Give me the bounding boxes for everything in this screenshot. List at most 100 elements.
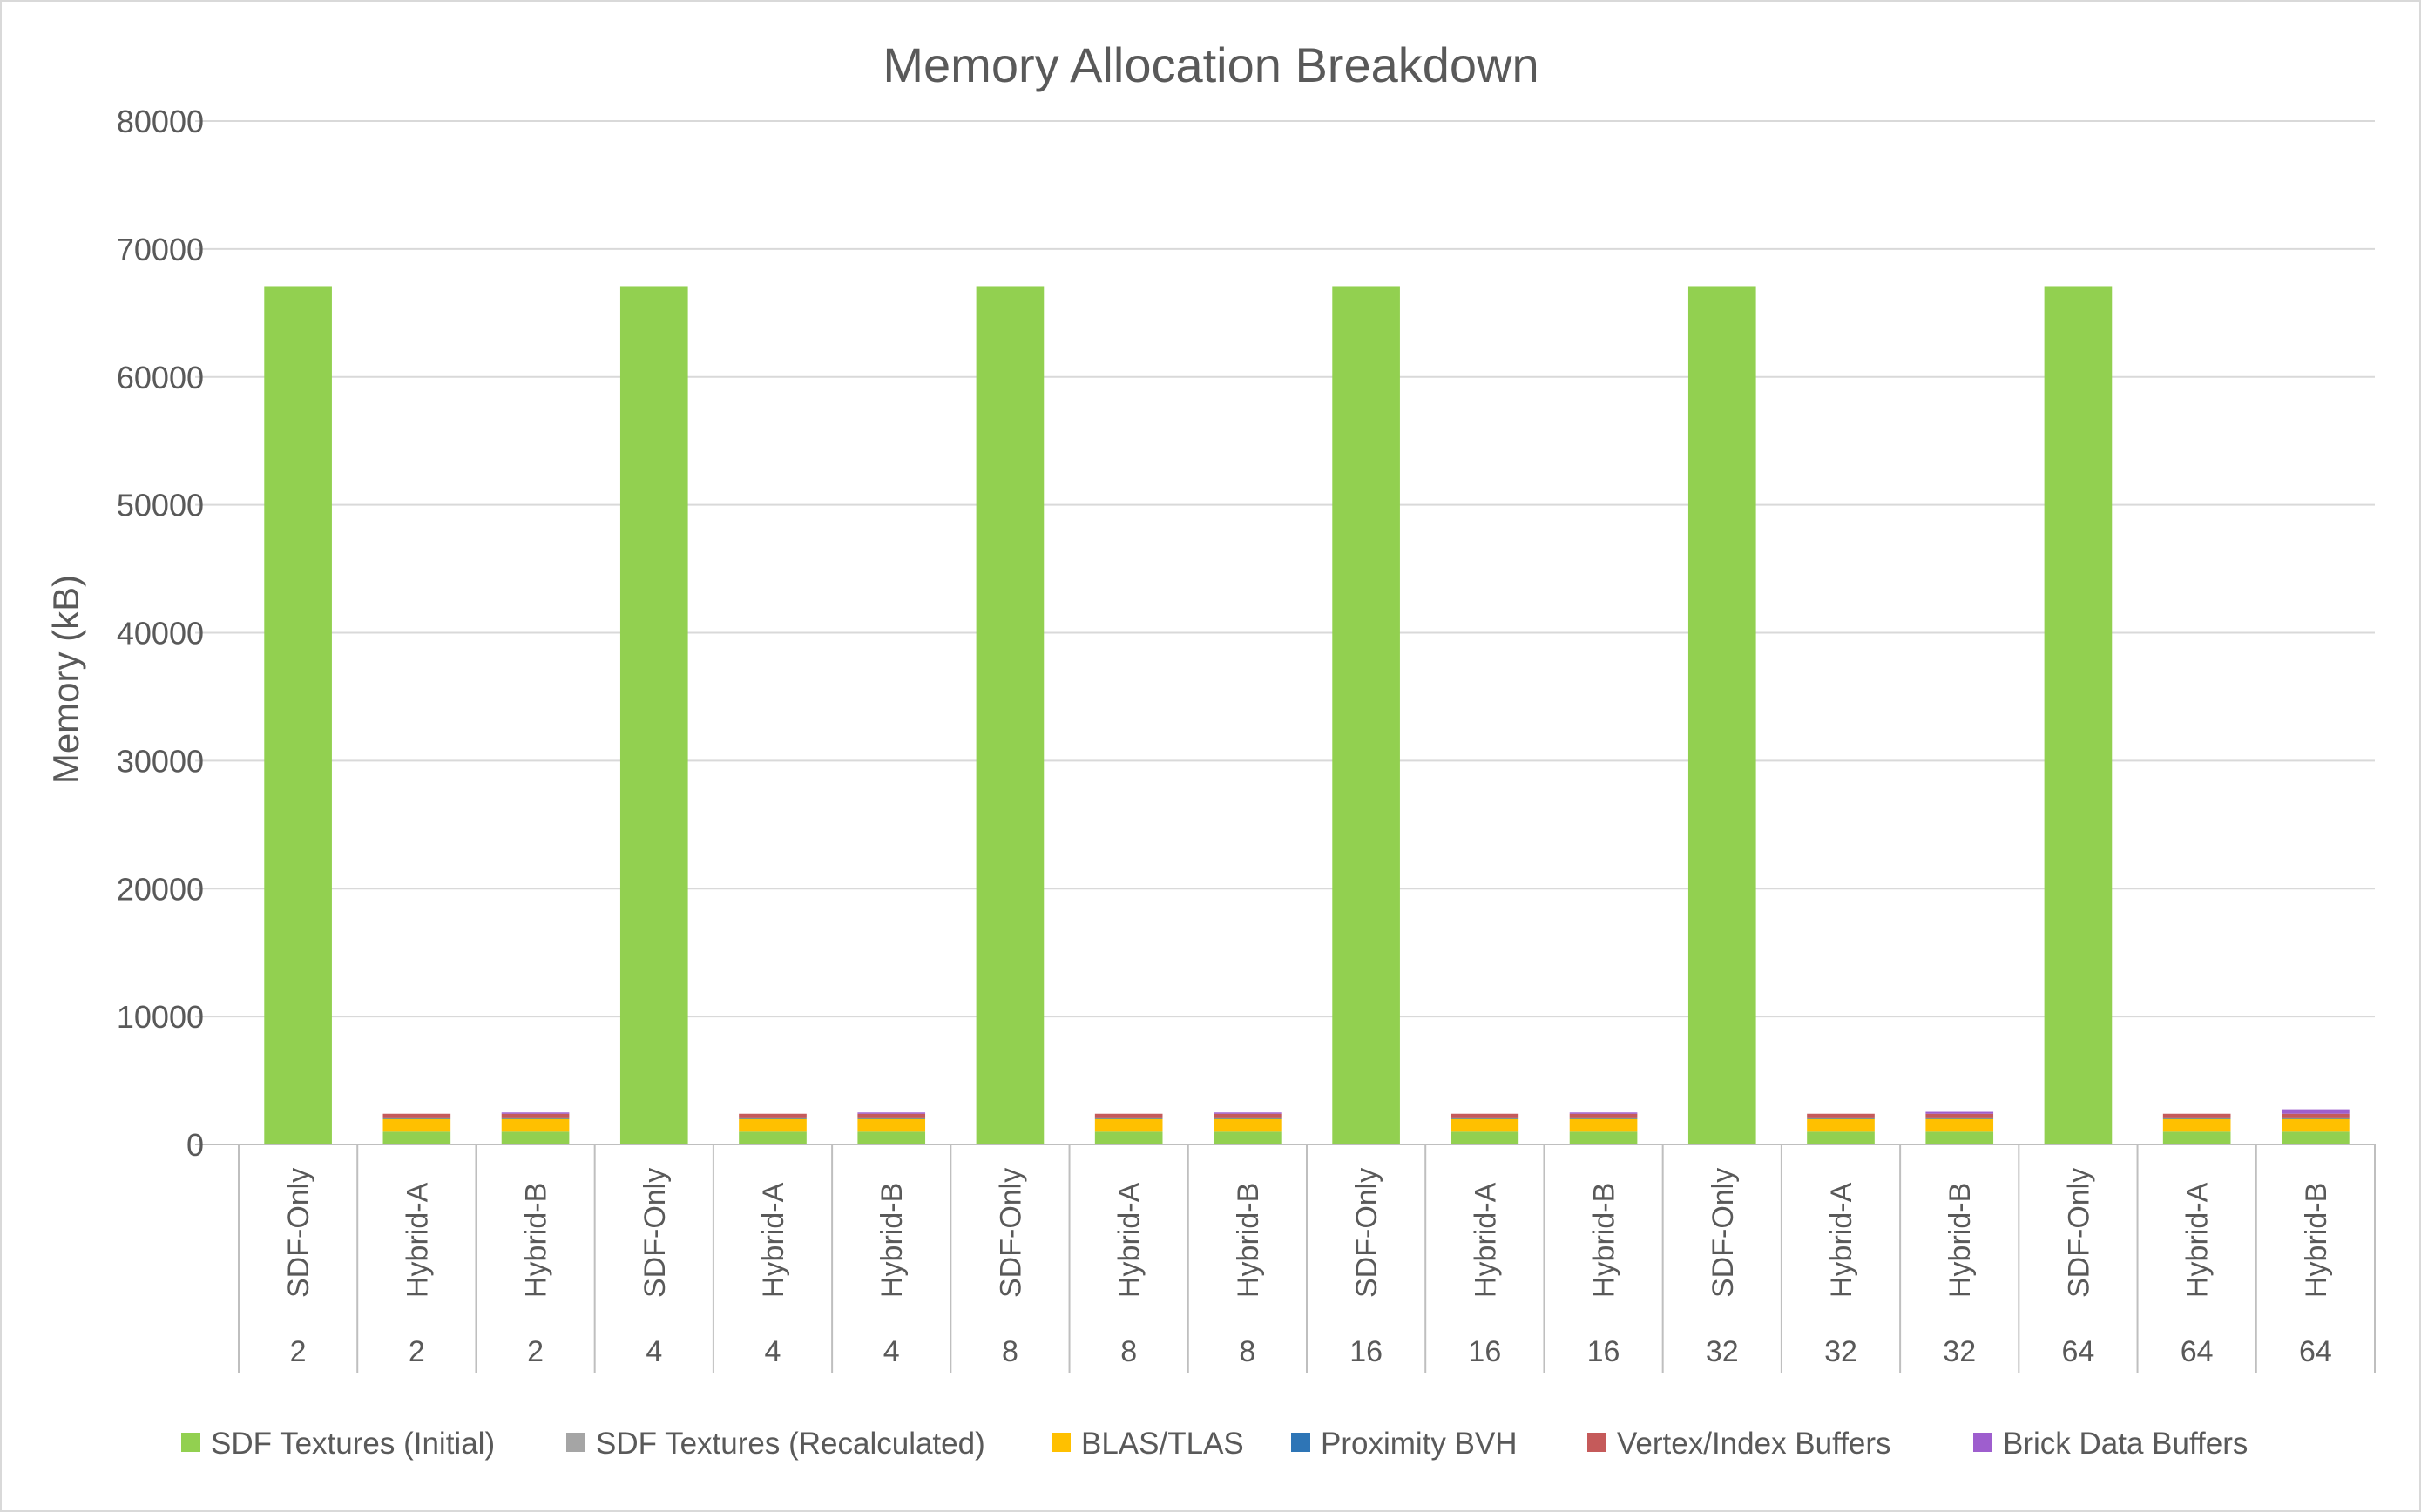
x-group-label: 32 [1824,1335,1857,1368]
y-tick-label: 80000 [117,104,204,139]
x-category-label: SDF-Only [1350,1168,1383,1298]
bar-segment [2282,1131,2350,1144]
bar-segment [1807,1131,1875,1144]
bar-segment [501,1131,570,1144]
gridlines [195,120,2375,1145]
bar-segment [382,1131,451,1144]
x-category-label: Hybrid-A [401,1182,434,1298]
x-group-label: 16 [1587,1335,1620,1368]
legend: SDF Textures (Initial) SDF Textures (Reca… [181,1427,2248,1461]
bar-segment [1214,1117,1282,1119]
bar-segment [1925,1118,1994,1132]
bar-segment [501,1113,570,1118]
x-group-label: 16 [1349,1335,1383,1368]
bar-segment [1687,286,1756,1144]
y-tick-label: 70000 [117,232,204,267]
x-group-label: 16 [1468,1335,1501,1368]
bar-segment [739,1113,807,1118]
bar-segment [1807,1117,1875,1119]
x-category-label: Hybrid-A [1113,1182,1146,1298]
bar-segment [2044,286,2113,1144]
bar-segment [857,1117,926,1119]
y-tick-label: 30000 [117,743,204,779]
chart-title: Memory Allocation Breakdown [883,37,1538,92]
bar-segment [1925,1131,1994,1144]
x-group-label: 64 [2181,1335,2214,1368]
bar-segment [501,1112,570,1114]
bar-segment [1569,1112,1638,1114]
bar-segment [2162,1117,2231,1119]
bar-segment [1569,1113,1638,1118]
x-group-label: 4 [646,1335,662,1368]
x-category-label: SDF-Only [1707,1168,1740,1298]
bar-segment [1332,286,1400,1144]
x-category-label: Hybrid-B [520,1183,553,1298]
bar-segment [2282,1118,2350,1132]
bar-segment [976,286,1045,1144]
bar-segment [2162,1131,2231,1144]
legend-label: SDF Textures (Initial) [211,1427,495,1461]
bar-segment [1569,1118,1638,1132]
y-tick-label: 0 [186,1127,204,1163]
y-tick-label: 40000 [117,616,204,651]
bar-segment [2162,1118,2231,1132]
x-group-label: 2 [527,1335,544,1368]
y-tick-label: 10000 [117,999,204,1035]
y-tick-label: 60000 [117,360,204,395]
bar-segment [2282,1117,2350,1119]
x-group-label: 2 [409,1335,425,1368]
x-category-label: Hybrid-A [1825,1182,1858,1298]
x-group-label: 4 [883,1335,900,1368]
bar-segment [857,1113,926,1118]
bar-segment [1807,1113,1875,1118]
x-category-label: Hybrid-A [1469,1182,1502,1298]
x-category-label: SDF-Only [282,1168,315,1298]
x-category-label: SDF-Only [639,1168,672,1298]
legend-label: SDF Textures (Recalculated) [596,1427,985,1461]
bar-segment [739,1117,807,1119]
bar-segment [382,1118,451,1132]
legend-swatch [1587,1433,1606,1452]
bar-segment [1451,1113,1519,1118]
legend-swatch [1052,1433,1071,1452]
legend-label: Brick Data Buffers [2003,1427,2248,1461]
bar-segment [1094,1118,1163,1132]
x-category-label: Hybrid-B [1588,1183,1621,1298]
x-group-label: 4 [765,1335,781,1368]
bar-segment [1451,1131,1519,1144]
bar-segment [1569,1117,1638,1119]
bar-segment [1094,1131,1163,1144]
bar-segment [1451,1118,1519,1132]
legend-swatch [1291,1433,1310,1452]
legend-label: Vertex/Index Buffers [1617,1427,1891,1461]
bar-segment [739,1131,807,1144]
bar-segment [1214,1112,1282,1114]
bar-segment [857,1112,926,1114]
x-category-label: Hybrid-B [1944,1183,1977,1298]
x-group-label: 8 [1120,1335,1137,1368]
y-tick-label: 50000 [117,488,204,523]
x-group-label: 8 [1239,1335,1255,1368]
x-category-label: Hybrid-B [1232,1183,1265,1298]
bar-segment [1214,1118,1282,1132]
bar-segment [619,286,688,1144]
bar-segment [857,1118,926,1132]
x-category-label: SDF-Only [2062,1168,2095,1298]
x-axis: SDF-Only 2 Hybrid-A 2 Hybrid-B 2 SDF-Only 4 Hybr… [238,1144,2376,1373]
bar-segment [2282,1109,2350,1114]
bar-segment [739,1118,807,1132]
bar-segment [2282,1113,2350,1118]
bar-segment [501,1117,570,1119]
x-group-label: 64 [2062,1335,2095,1368]
x-category-label: Hybrid-B [876,1183,909,1298]
x-category-label: SDF-Only [994,1168,1027,1298]
bar-segment [1451,1117,1519,1119]
bar-segment [1094,1117,1163,1119]
bar-segment [1214,1113,1282,1118]
bar-segment [1094,1113,1163,1118]
x-group-label: 8 [1002,1335,1018,1368]
bar-segment [1214,1131,1282,1144]
y-axis-label: Memory (kB) [45,575,86,784]
x-group-label: 64 [2299,1335,2332,1368]
